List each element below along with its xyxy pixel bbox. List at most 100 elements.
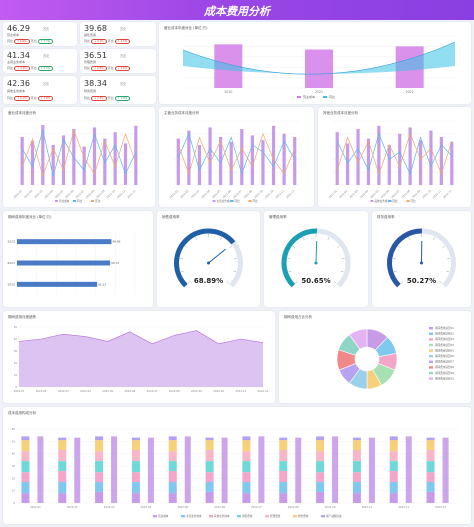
legend-label: 期间费用项目06 <box>435 354 454 358</box>
bar-segment <box>242 451 251 462</box>
bar-segment <box>389 436 398 441</box>
bar <box>92 127 97 185</box>
x-tick-label: 2022-12 <box>435 505 446 509</box>
legend-swatch <box>265 515 269 518</box>
bar-segment <box>95 436 104 441</box>
kpi-badge: ↑ 7.7% <box>37 39 54 44</box>
kpi-sub-label: 环比 <box>107 66 114 70</box>
bar <box>250 135 254 185</box>
bar-segment <box>21 482 30 494</box>
kpi-label: 财务费用 <box>84 89 97 93</box>
kpi-value: 39.68 <box>84 24 107 33</box>
bar <box>187 130 191 185</box>
kpi-value: 41.34 <box>7 51 30 60</box>
x-tick-label: 2022-01 <box>327 189 338 200</box>
x-tick-label: 2022-12 <box>258 389 269 393</box>
kpi-value: 38.34 <box>84 79 107 88</box>
legend-swatch <box>406 200 410 202</box>
series-line <box>21 130 137 176</box>
bar-segment <box>426 491 435 503</box>
legend-label: 主营业务成本 <box>217 199 233 203</box>
x-tick-label: 2022-11 <box>274 189 285 200</box>
bar <box>61 135 66 185</box>
legend-swatch <box>181 515 185 518</box>
pie-slice <box>348 328 368 350</box>
x-tick-label: 2022-04 <box>200 189 211 200</box>
panel-title: 营业成本年度对比 (单位:万) <box>164 26 208 30</box>
bar <box>450 141 454 185</box>
legend-label: 期间费用项目08 <box>435 365 454 369</box>
kpi-badge: ↑ 5.2% <box>37 66 54 71</box>
gauge-fill <box>174 228 236 288</box>
x-tick-label: 2022-06 <box>64 189 75 200</box>
bar-segment <box>279 482 288 494</box>
bar-segment <box>58 437 67 441</box>
kpi-sub-label: 环比 <box>30 96 37 100</box>
bar <box>123 143 128 185</box>
bar-segment <box>21 451 30 462</box>
gauge-tick <box>327 237 330 240</box>
bar-segment <box>131 482 140 494</box>
y-tick-label: 30 <box>14 349 18 353</box>
gauge-tick <box>220 237 222 240</box>
bar <box>418 140 423 185</box>
bar <box>335 132 339 185</box>
legend-label: 管理费用 <box>270 514 281 518</box>
legend-swatch <box>429 355 433 358</box>
legend-label: 期间费用项目09 <box>435 371 454 375</box>
bar <box>305 49 333 88</box>
bar <box>37 436 44 503</box>
bar-segment <box>352 472 361 483</box>
x-tick-label: 2022-07 <box>74 189 85 200</box>
expense-pie-panel: 期间费用占比分析 期间费用项目01 期间费用项目02 期间费用项目03 期间费用项目0… <box>279 311 471 403</box>
legend-swatch <box>323 96 327 98</box>
legend-swatch <box>429 327 433 330</box>
bar <box>261 140 265 185</box>
bar <box>197 145 202 185</box>
legend-swatch <box>237 515 241 518</box>
data-label: 96.06 <box>112 240 120 244</box>
bar-segment <box>205 491 214 503</box>
kpi-sub-label: 环比 <box>107 39 114 43</box>
bar-segment <box>205 449 214 462</box>
panel-title: 销售费用率 <box>162 215 180 219</box>
kpi-card: 38.34 万元 财务费用 同比 ↓ 2.3% 环比 ↑ 1.9% <box>80 76 156 104</box>
legend-label: 期间费用项目10 <box>435 376 454 380</box>
bar-segment <box>95 451 104 462</box>
kpi-sub-label: 环比 <box>30 39 37 43</box>
x-tick-label: 2022-01 <box>30 505 41 509</box>
x-tick-label: 2022-11 <box>235 389 246 393</box>
x-tick-label: 2022-03 <box>190 189 201 200</box>
x-tick-label: 2022-09 <box>95 189 106 200</box>
gauge-tick <box>226 281 230 284</box>
x-tick-label: 2022-07 <box>390 189 401 200</box>
bar <box>74 437 81 503</box>
gauge-tick <box>233 270 237 273</box>
bar-segment <box>131 493 140 503</box>
bar-segment <box>58 493 67 503</box>
bar-segment <box>58 440 67 450</box>
x-tick-label: 2021 <box>315 90 323 94</box>
y-tick-label: 0 <box>15 385 17 389</box>
gauge-tick <box>195 237 197 240</box>
bar-segment <box>316 436 325 441</box>
gauge-fill <box>387 228 422 288</box>
bar-segment <box>205 440 214 450</box>
main-cost-month-panel: 主营业务成本月度分析 2022-01 2022-02 2022-03 2022-04 2… <box>159 107 314 207</box>
bar <box>41 125 45 185</box>
x-tick-label: 2022-08 <box>169 389 180 393</box>
kpi-label: 其他业务成本 <box>7 89 26 93</box>
x-tick-label: 2022-10 <box>361 505 372 509</box>
legend-label: 营业成本 <box>303 94 315 99</box>
kpi-unit: 万元 <box>43 27 50 31</box>
legend-swatch <box>429 360 433 363</box>
bar-segment <box>426 440 435 450</box>
bar-segment <box>95 491 104 503</box>
bar <box>240 129 244 185</box>
bar-segment <box>279 437 288 441</box>
kpi-unit: 万元 <box>43 82 50 86</box>
bar-segment <box>279 440 288 450</box>
kpi-card: 41.34 万元 主营业务成本 同比 ↓ 4.1% 环比 ↑ 5.2% <box>3 49 77 73</box>
kpi-sub-label: 同比 <box>7 39 14 43</box>
bar <box>147 437 154 503</box>
